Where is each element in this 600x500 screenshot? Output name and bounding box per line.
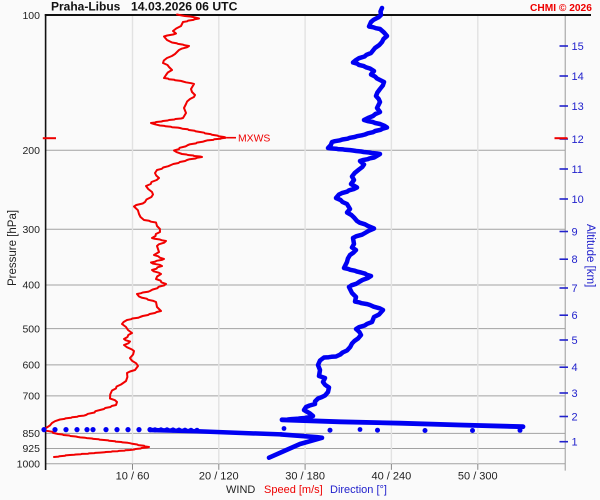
svg-text:20 / 120: 20 / 120 — [199, 471, 239, 483]
svg-text:Pressure [hPa]: Pressure [hPa] — [7, 210, 19, 286]
svg-text:10 / 60: 10 / 60 — [116, 471, 150, 483]
svg-text:925: 925 — [22, 443, 40, 455]
svg-text:Altitude [km]: Altitude [km] — [584, 224, 596, 287]
svg-text:700: 700 — [22, 391, 40, 403]
svg-text:10: 10 — [572, 194, 584, 206]
svg-text:600: 600 — [22, 360, 40, 372]
svg-text:3: 3 — [572, 388, 578, 400]
svg-text:400: 400 — [22, 280, 40, 292]
svg-text:14.03.2026 06 UTC: 14.03.2026 06 UTC — [131, 0, 238, 14]
svg-text:40 / 240: 40 / 240 — [372, 471, 412, 483]
svg-text:MXWS: MXWS — [238, 134, 270, 145]
svg-text:1000: 1000 — [17, 459, 41, 471]
svg-text:850: 850 — [22, 428, 40, 440]
svg-text:11: 11 — [572, 164, 583, 176]
svg-text:5: 5 — [572, 335, 578, 347]
svg-text:50 / 300: 50 / 300 — [458, 471, 498, 483]
svg-text:WIND: WIND — [226, 484, 255, 496]
svg-text:Praha-Libus: Praha-Libus — [51, 0, 121, 14]
svg-text:500: 500 — [22, 323, 40, 335]
svg-text:4: 4 — [572, 362, 578, 374]
svg-text:9: 9 — [572, 227, 578, 239]
svg-text:15: 15 — [572, 41, 584, 53]
svg-text:30 / 180: 30 / 180 — [285, 471, 325, 483]
svg-text:100: 100 — [22, 10, 40, 22]
svg-text:12: 12 — [572, 134, 584, 146]
svg-text:200: 200 — [22, 145, 40, 157]
svg-text:13: 13 — [572, 101, 584, 113]
svg-text:Speed [m/s]: Speed [m/s] — [264, 484, 323, 496]
svg-text:6: 6 — [572, 310, 578, 322]
svg-text:8: 8 — [572, 254, 578, 266]
svg-text:14: 14 — [572, 71, 584, 83]
svg-text:CHMI © 2026: CHMI © 2026 — [530, 3, 592, 14]
svg-text:7: 7 — [572, 283, 578, 295]
svg-text:Direction [°]: Direction [°] — [330, 484, 387, 496]
svg-text:2: 2 — [572, 412, 578, 424]
svg-text:1: 1 — [572, 437, 578, 449]
svg-text:300: 300 — [22, 224, 40, 236]
